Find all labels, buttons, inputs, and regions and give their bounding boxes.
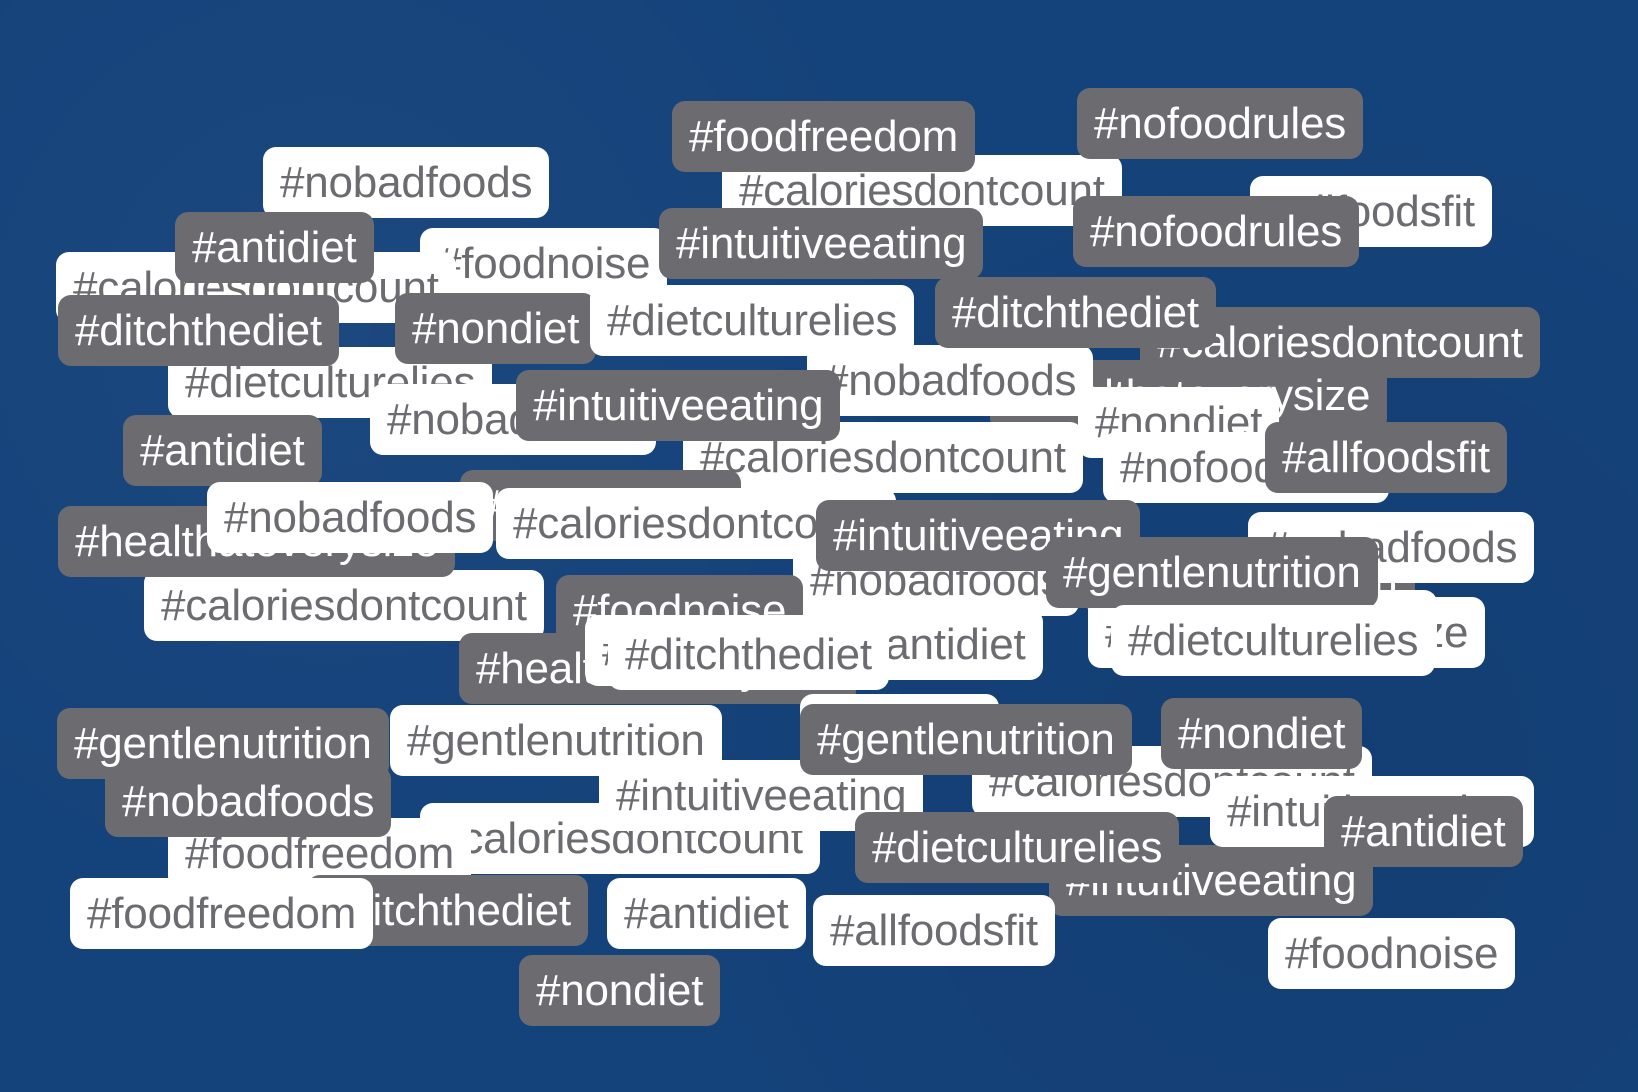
- hashtag-label: #caloriesdontcount: [144, 570, 544, 641]
- hashtag-label: #dietculturelies: [1111, 605, 1436, 676]
- hashtag-label: #nofoodrules: [1073, 196, 1360, 267]
- hashtag-label: #gentlenutrition: [390, 705, 722, 776]
- hashtag-label: #foodfreedom: [672, 101, 976, 172]
- hashtag-label: #nondiet: [1161, 698, 1363, 769]
- hashtag-label: #foodfreedom: [70, 878, 374, 949]
- hashtag-label: #gentlenutrition: [800, 704, 1132, 775]
- hashtag-label: #allfoodsfit: [813, 895, 1055, 966]
- hashtag-label: #intuitiveeating: [659, 208, 984, 279]
- hashtag-label: #antidiet: [175, 212, 374, 283]
- hashtag-label: #foodnoise: [1268, 918, 1516, 989]
- hashtag-label: #gentlenutrition: [1046, 537, 1378, 608]
- hashtag-label: #nobadfoods: [207, 482, 494, 553]
- hashtag-label: #dietculturelies: [855, 812, 1180, 883]
- hashtag-label: #nobadfoods: [105, 766, 392, 837]
- hashtag-label: #antidiet: [607, 878, 806, 949]
- hashtag-label: #nondiet: [395, 293, 597, 364]
- hashtag-label: #nobadfoods: [263, 147, 550, 218]
- hashtag-label: #ditchthediet: [608, 619, 889, 690]
- hashtag-label: #antidiet: [123, 415, 322, 486]
- hashtag-label: #dietculturelies: [590, 285, 915, 356]
- hashtag-label: #allfoodsfit: [1265, 422, 1507, 493]
- hashtag-label: #nofoodrules: [1077, 88, 1364, 159]
- hashtag-label: #nondiet: [519, 955, 721, 1026]
- hashtag-label: #ditchthediet: [58, 295, 339, 366]
- hashtag-label: #antidiet: [1324, 796, 1523, 867]
- hashtag-label: #intuitiveeating: [516, 370, 841, 441]
- hashtag-label: #ditchthediet: [935, 277, 1216, 348]
- hashtag-label: #nobadfoods: [807, 345, 1094, 416]
